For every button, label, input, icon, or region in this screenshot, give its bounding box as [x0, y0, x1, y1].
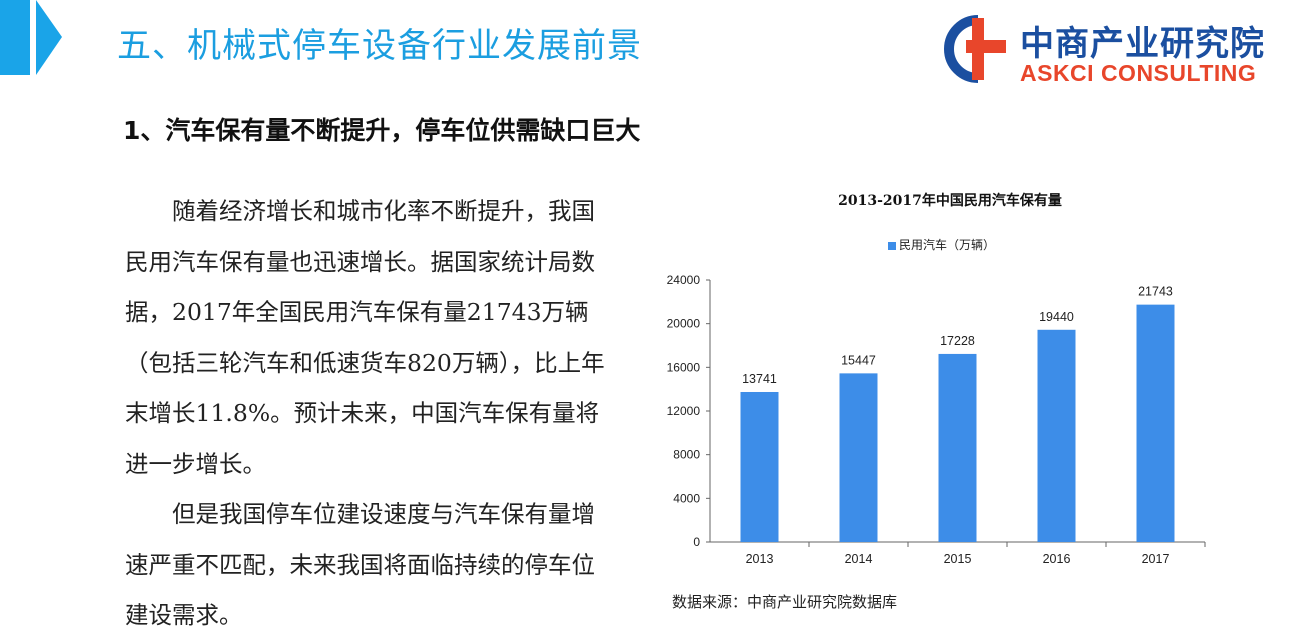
bar — [938, 353, 977, 542]
data-source: 数据来源：中商产业研究院数据库 — [672, 593, 898, 611]
chart-legend: 民用汽车（万辆） — [888, 236, 995, 253]
y-tick-label: 24000 — [667, 273, 701, 287]
legend-swatch — [888, 241, 896, 250]
bar — [1136, 304, 1175, 542]
bar-chart: 0 4000 8000 12000 16000 20000 24000 13741 2013 15… — [667, 273, 1206, 566]
data-label: 13741 — [742, 372, 777, 386]
body-paragraph-2: 但是我国停车位建设速度与汽车保有量增速严重不匹配，未来我国将面临持续的停车位建设… — [125, 500, 595, 629]
logo-mark-icon — [944, 15, 1006, 83]
page-title: 五、机械式停车设备行业发展前景 — [117, 26, 642, 66]
company-logo: 中商产业研究院 ASKCI CONSULTING — [938, 14, 1288, 86]
bar — [740, 391, 779, 542]
bar — [839, 373, 878, 542]
x-tick-label: 2017 — [1142, 552, 1170, 566]
data-label: 17228 — [940, 334, 975, 348]
y-tick-label: 4000 — [673, 491, 700, 505]
x-tick-label: 2014 — [845, 552, 873, 566]
x-tick-label: 2016 — [1043, 552, 1071, 566]
y-tick-label: 0 — [693, 535, 700, 549]
y-tick-label: 8000 — [673, 448, 700, 462]
y-tick-label: 16000 — [667, 360, 701, 374]
x-tick-label: 2013 — [746, 552, 774, 566]
chart-title: 2013-2017年中国民用汽车保有量 — [838, 193, 1062, 209]
y-tick-label: 20000 — [667, 317, 701, 331]
legend-label: 民用汽车（万辆） — [899, 238, 996, 252]
x-tick-label: 2015 — [944, 552, 972, 566]
bar — [1037, 329, 1076, 542]
section-heading: 1、汽车保有量不断提升，停车位供需缺口巨大 — [123, 116, 641, 145]
header-accent-chevron — [36, 0, 62, 75]
logo-name-en: ASKCI CONSULTING — [1020, 60, 1257, 86]
header-accent-bar — [0, 0, 30, 75]
y-tick-label: 12000 — [667, 404, 701, 418]
logo-name-cn: 中商产业研究院 — [1020, 24, 1265, 64]
body-paragraph-1: 随着经济增长和城市化率不断提升，我国民用汽车保有量也迅速增长。据国家统计局数据，… — [125, 197, 605, 478]
data-label: 19440 — [1039, 310, 1074, 324]
body-text: 随着经济增长和城市化率不断提升，我国民用汽车保有量也迅速增长。据国家统计局数据，… — [125, 186, 615, 641]
data-label: 21743 — [1138, 285, 1173, 299]
data-label: 15447 — [841, 353, 876, 367]
header-accent-gap — [30, 0, 38, 75]
